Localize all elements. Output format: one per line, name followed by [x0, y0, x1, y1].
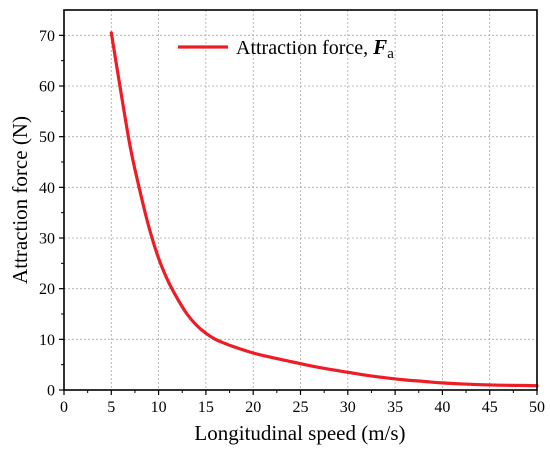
x-tick-label: 5 [107, 399, 115, 416]
y-tick-label: 50 [39, 129, 55, 146]
x-tick-label: 30 [340, 399, 356, 416]
y-axis-title: Attraction force (N) [8, 116, 32, 284]
legend-label-subscript: a [387, 46, 394, 62]
plot-frame [63, 9, 538, 391]
legend-label: Attraction force, Fa [236, 35, 394, 62]
x-tick-label: 25 [293, 399, 309, 416]
x-tick-label: 40 [434, 399, 450, 416]
y-tick-label: 0 [47, 383, 55, 400]
series-line [109, 31, 539, 388]
legend-label-symbol: F [372, 35, 387, 59]
y-tick-label: 70 [39, 28, 55, 45]
y-tick-label: 20 [39, 281, 55, 298]
y-tick-label: 10 [39, 332, 55, 349]
x-tick-label: 20 [245, 399, 261, 416]
x-tick-label: 10 [151, 399, 167, 416]
y-tick-label: 30 [39, 231, 55, 248]
x-tick-label: 15 [198, 399, 214, 416]
grid-lines [64, 10, 537, 390]
y-tick-label: 60 [39, 79, 55, 96]
y-tick-label: 40 [39, 180, 55, 197]
legend: Attraction force, Fa [178, 35, 394, 62]
x-tick-label: 35 [387, 399, 403, 416]
x-tick-label: 0 [60, 399, 68, 416]
x-tick-label: 45 [482, 399, 498, 416]
tick-labels: 0 5 10 15 20 25 30 35 40 45 50 0 10 20 30 40 50 60 70 [39, 28, 545, 416]
x-tick-label: 50 [529, 399, 545, 416]
legend-label-text: Attraction force, [236, 37, 373, 59]
x-axis-title: Longitudinal speed (m/s) [194, 421, 405, 445]
series-group [109, 31, 539, 388]
